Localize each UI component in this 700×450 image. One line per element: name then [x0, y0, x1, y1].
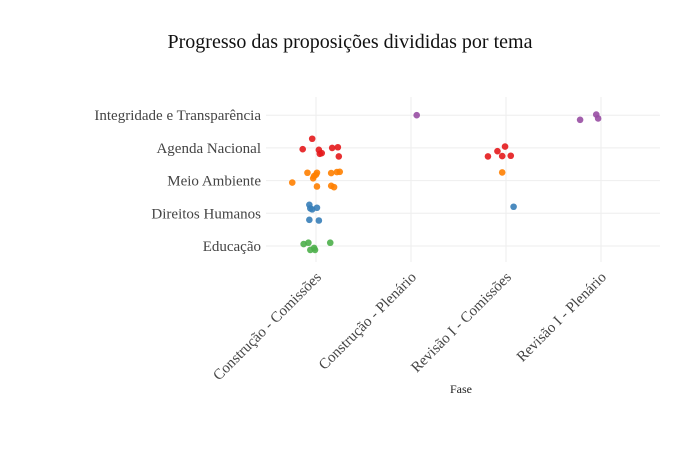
grid	[266, 97, 660, 262]
x-tick-label: Revisão I - Comissões	[408, 269, 515, 376]
data-point	[576, 116, 584, 124]
data-point	[335, 153, 343, 160]
x-axis-label: Fase	[450, 382, 472, 396]
chart-title: Progresso das proposições divididas por …	[168, 31, 533, 53]
y-tick-label: Integridade e Transparência	[94, 108, 261, 124]
data-point	[313, 204, 321, 212]
data-point	[328, 144, 336, 152]
data-point	[305, 239, 312, 247]
y-tick-label: Educação	[203, 239, 261, 255]
data-point	[594, 115, 602, 122]
y-axis-ticks: Educação Direitos Humanos Meio Ambiente Age…	[94, 108, 261, 255]
data-point	[299, 145, 307, 153]
data-point	[318, 149, 326, 157]
y-tick-label: Meio Ambiente	[167, 174, 261, 190]
y-tick-label: Direitos Humanos	[151, 206, 261, 222]
data-point	[326, 239, 334, 247]
x-tick-label: Construção - Comissões	[210, 269, 325, 384]
data-point	[510, 203, 517, 211]
data-point	[311, 246, 319, 254]
data-point	[336, 168, 344, 176]
data-point	[308, 135, 316, 143]
data-point	[313, 169, 321, 177]
y-tick-label: Agenda Nacional	[156, 141, 261, 157]
data-point	[334, 143, 342, 151]
x-tick-label: Revisão I - Plenário	[514, 270, 610, 366]
data-points	[288, 111, 602, 254]
data-point	[327, 169, 335, 177]
data-point	[501, 143, 509, 150]
data-point	[494, 147, 501, 155]
data-point	[484, 153, 492, 160]
x-tick-label: Construção - Plenário	[316, 270, 420, 374]
data-point	[288, 179, 296, 186]
data-point	[498, 169, 506, 176]
data-point	[313, 183, 321, 190]
data-point	[413, 111, 421, 119]
data-point	[507, 152, 515, 160]
data-point	[498, 152, 506, 160]
data-point	[315, 217, 323, 224]
data-point	[304, 169, 311, 177]
data-point	[306, 216, 313, 224]
data-point	[330, 183, 338, 191]
